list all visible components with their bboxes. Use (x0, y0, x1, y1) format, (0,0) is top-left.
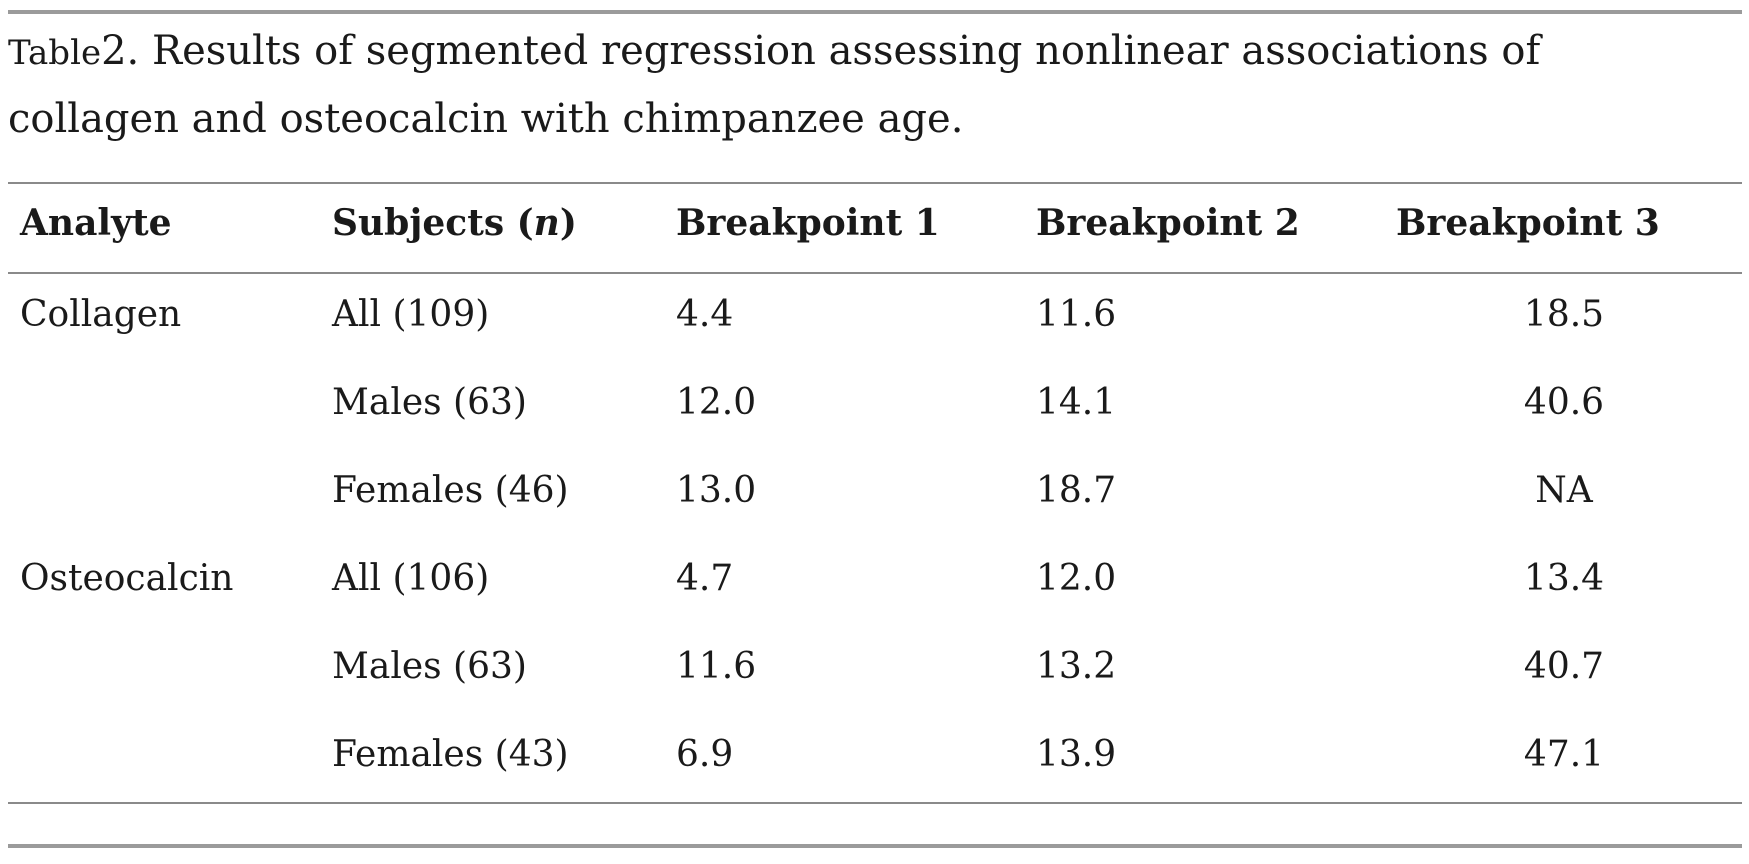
cell-subjects: Males (63) (332, 646, 527, 687)
body-bottom-rule (8, 802, 1742, 804)
cell-breakpoint-2: 11.6 (1036, 294, 1117, 335)
cell-subjects: All (106) (332, 558, 490, 599)
cell-breakpoint-1: 11.6 (676, 646, 757, 687)
header-analyte: Analyte (20, 202, 172, 244)
cell-subjects: Females (43) (332, 734, 569, 775)
cell-analyte: Osteocalcin (20, 558, 234, 599)
cell-analyte: Collagen (20, 294, 182, 335)
header-breakpoint-1: Breakpoint 1 (676, 202, 940, 244)
header-subjects-suffix: ) (559, 202, 577, 244)
cell-subjects: Females (46) (332, 470, 569, 511)
header-subjects: Subjects (n) (332, 202, 577, 244)
header-bottom-rule (8, 272, 1742, 274)
header-breakpoint-3: Breakpoint 3 (1396, 202, 1660, 244)
cell-breakpoint-3: 40.6 (1523, 382, 1605, 423)
cell-breakpoint-2: 14.1 (1036, 382, 1117, 423)
cell-breakpoint-2: 13.9 (1036, 734, 1117, 775)
cell-breakpoint-3: 13.4 (1523, 558, 1605, 599)
bottom-rule (8, 844, 1742, 848)
cell-breakpoint-3: 18.5 (1523, 294, 1605, 335)
cell-breakpoint-1: 4.4 (676, 294, 734, 335)
cell-breakpoint-3: 47.1 (1523, 734, 1605, 775)
caption-number: 2 (101, 28, 127, 74)
cell-breakpoint-1: 13.0 (676, 470, 757, 511)
header-subjects-prefix: Subjects ( (332, 202, 534, 244)
header-breakpoint-2: Breakpoint 2 (1036, 202, 1300, 244)
cell-breakpoint-3: 40.7 (1523, 646, 1605, 687)
cell-subjects: Males (63) (332, 382, 527, 423)
cell-breakpoint-2: 12.0 (1036, 558, 1117, 599)
top-rule (8, 10, 1742, 14)
header-top-rule (8, 182, 1742, 184)
cell-breakpoint-1: 6.9 (676, 734, 734, 775)
table-caption: Table2. Results of segmented regression … (8, 18, 1708, 152)
cell-breakpoint-3: NA (1535, 470, 1593, 511)
cell-breakpoint-2: 13.2 (1036, 646, 1117, 687)
caption-label: Table (8, 33, 102, 73)
caption-text: . Results of segmented regression assess… (8, 28, 1541, 142)
header-subjects-n: n (533, 202, 560, 244)
cell-subjects: All (109) (332, 294, 490, 335)
cell-breakpoint-2: 18.7 (1036, 470, 1117, 511)
cell-breakpoint-1: 4.7 (676, 558, 734, 599)
cell-breakpoint-1: 12.0 (676, 382, 757, 423)
